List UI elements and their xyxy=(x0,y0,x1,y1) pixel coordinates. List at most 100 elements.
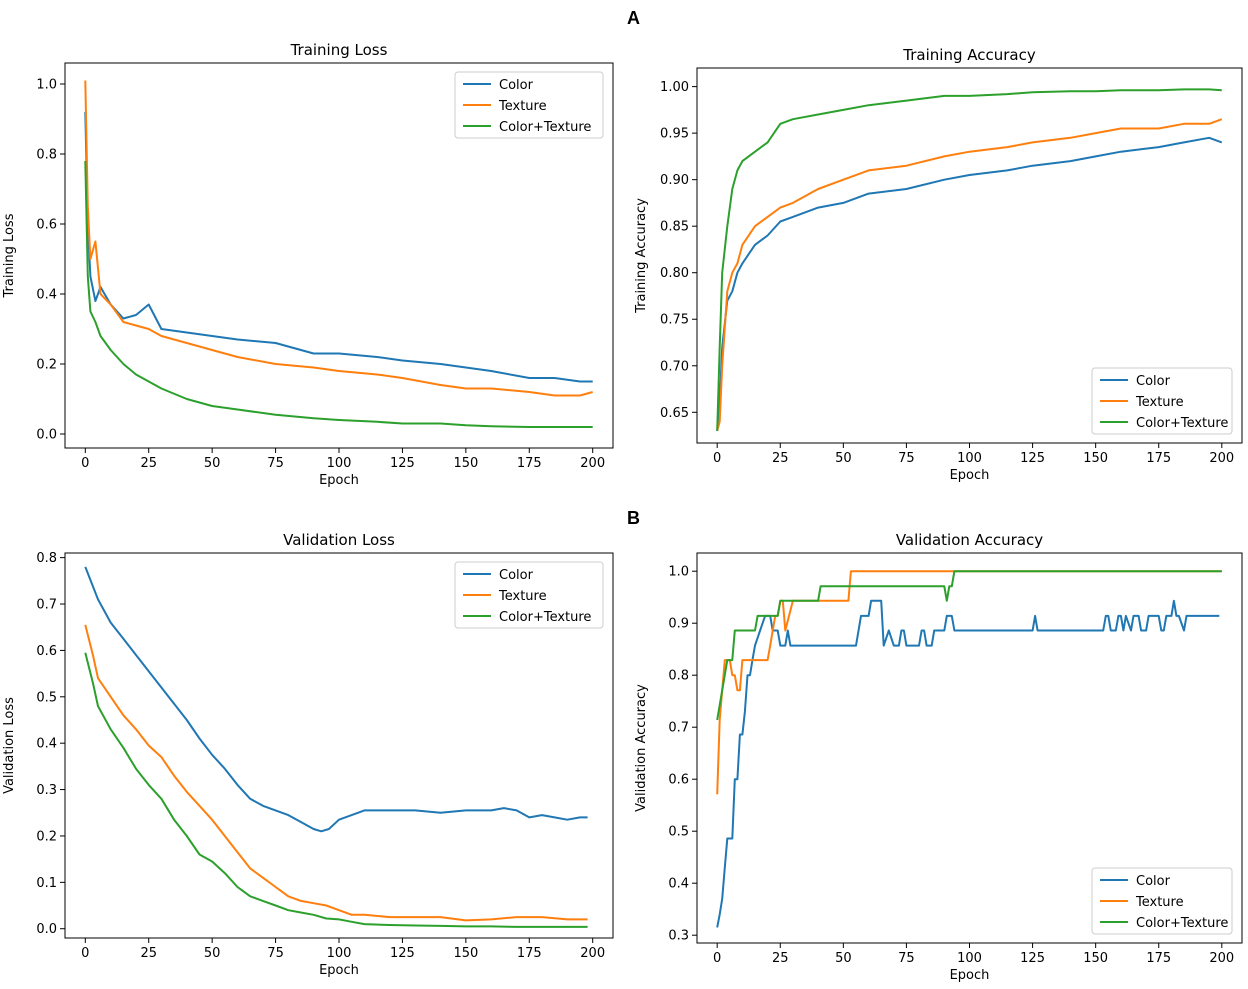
series-line-color-texture xyxy=(84,652,588,928)
y-tick-label: 0.8 xyxy=(36,148,57,163)
x-tick-label: 0 xyxy=(713,951,721,966)
legend-label: Color xyxy=(1136,874,1171,889)
y-tick-label: 0.85 xyxy=(660,220,689,235)
x-tick-label: 100 xyxy=(957,451,982,466)
x-tick-label: 150 xyxy=(453,946,478,961)
legend: Color Texture Color+Texture xyxy=(454,71,604,139)
series-line-color-texture xyxy=(716,570,1222,721)
chart-title: Training Loss xyxy=(290,41,388,59)
y-tick-label: 0.75 xyxy=(660,313,689,328)
legend-box xyxy=(454,71,604,139)
legend-label: Color+Texture xyxy=(499,610,591,625)
x-axis-label: Epoch xyxy=(950,468,990,483)
series-line-color xyxy=(84,111,593,383)
y-tick-label: 0.2 xyxy=(36,358,57,373)
y-axis-label: Training Loss xyxy=(2,213,17,298)
y-tick-label: 0.2 xyxy=(36,829,57,844)
y-tick-label: 1.0 xyxy=(36,78,57,93)
y-tick-label: 0.9 xyxy=(668,617,689,632)
x-tick-label: 100 xyxy=(327,946,352,961)
legend-label: Texture xyxy=(498,99,547,114)
series-group xyxy=(84,566,588,928)
x-tick-label: 25 xyxy=(140,946,157,961)
y-tick-label: 0.65 xyxy=(660,406,689,421)
legend-label: Color xyxy=(499,78,534,93)
y-tick-label: 0.95 xyxy=(660,127,689,142)
y-tick-label: 0.0 xyxy=(36,428,57,443)
y-tick-label: 0.6 xyxy=(668,773,689,788)
x-tick-label: 150 xyxy=(1083,451,1108,466)
y-tick-label: 0.4 xyxy=(36,737,57,752)
y-tick-label: 0.90 xyxy=(660,173,689,188)
x-tick-label: 0 xyxy=(81,456,89,471)
series-group xyxy=(716,88,1223,432)
x-tick-label: 75 xyxy=(898,951,915,966)
x-tick-label: 200 xyxy=(580,946,605,961)
y-tick-label: 0.5 xyxy=(668,825,689,840)
x-tick-label: 150 xyxy=(453,456,478,471)
x-tick-label: 200 xyxy=(580,456,605,471)
legend-label: Color+Texture xyxy=(1136,916,1228,931)
chart-title: Validation Loss xyxy=(283,531,395,549)
legend-label: Texture xyxy=(498,589,547,604)
x-tick-label: 50 xyxy=(835,951,852,966)
y-tick-label: 0.8 xyxy=(668,669,689,684)
y-tick-label: 0.0 xyxy=(36,922,57,937)
x-axis-label: Epoch xyxy=(950,968,990,983)
y-tick-label: 0.7 xyxy=(668,721,689,736)
legend-box xyxy=(1091,867,1233,935)
x-tick-label: 50 xyxy=(204,456,221,471)
y-tick-label: 0.5 xyxy=(36,690,57,705)
x-axis-label: Epoch xyxy=(319,963,359,978)
y-axis-label: Validation Accuracy xyxy=(634,684,649,812)
x-tick-label: 150 xyxy=(1083,951,1108,966)
validation-accuracy-chart: Validation Accuracy 0 25 50 75 100 125 150 175 20… xyxy=(634,531,1243,983)
y-tick-label: 0.4 xyxy=(36,288,57,303)
x-tick-label: 50 xyxy=(204,946,221,961)
x-tick-label: 75 xyxy=(898,451,915,466)
y-tick-label: 0.6 xyxy=(36,644,57,659)
y-tick-label: 0.1 xyxy=(36,876,57,891)
series-group xyxy=(716,570,1222,928)
training-accuracy-chart: Training Accuracy 0 25 50 75 100 125 150 175 200 0… xyxy=(634,46,1243,483)
legend-label: Color+Texture xyxy=(499,120,591,135)
x-tick-label: 75 xyxy=(267,946,284,961)
x-tick-label: 100 xyxy=(957,951,982,966)
y-tick-label: 0.7 xyxy=(36,598,57,613)
x-tick-label: 25 xyxy=(772,951,789,966)
series-line-texture xyxy=(716,118,1223,432)
x-tick-label: 175 xyxy=(1146,951,1171,966)
y-tick-label: 0.70 xyxy=(660,359,689,374)
x-tick-label: 75 xyxy=(267,456,284,471)
legend-label: Color xyxy=(1136,374,1171,389)
y-tick-label: 0.3 xyxy=(36,783,57,798)
y-tick-label: 0.8 xyxy=(36,551,57,566)
y-tick-label: 1.0 xyxy=(668,565,689,580)
legend-box xyxy=(1091,367,1233,435)
y-tick-label: 0.4 xyxy=(668,877,689,892)
x-tick-label: 0 xyxy=(81,946,89,961)
x-tick-label: 25 xyxy=(140,456,157,471)
series-line-texture xyxy=(716,570,1222,795)
legend-label: Color xyxy=(499,568,534,583)
x-tick-label: 175 xyxy=(517,456,542,471)
series-line-color-texture xyxy=(716,88,1222,431)
chart-title: Training Accuracy xyxy=(902,46,1036,64)
series-line-color xyxy=(84,566,588,833)
legend-label: Texture xyxy=(1135,395,1184,410)
legend-label: Color+Texture xyxy=(1136,416,1228,431)
legend: Color Texture Color+Texture xyxy=(1091,867,1233,935)
training-loss-chart: Training Loss 0 25 50 75 100 125 150 175 200 0.0 0.… xyxy=(2,41,614,488)
y-axis-label: Validation Loss xyxy=(2,697,17,794)
x-tick-label: 175 xyxy=(1146,451,1171,466)
y-tick-label: 0.3 xyxy=(668,929,689,944)
x-tick-label: 100 xyxy=(327,456,352,471)
legend-label: Texture xyxy=(1135,895,1184,910)
x-tick-label: 175 xyxy=(517,946,542,961)
panel-label-a: A xyxy=(627,8,640,28)
x-tick-label: 125 xyxy=(1020,451,1045,466)
y-tick-label: 1.00 xyxy=(660,80,689,95)
x-tick-label: 200 xyxy=(1209,951,1234,966)
y-tick-label: 0.80 xyxy=(660,266,689,281)
